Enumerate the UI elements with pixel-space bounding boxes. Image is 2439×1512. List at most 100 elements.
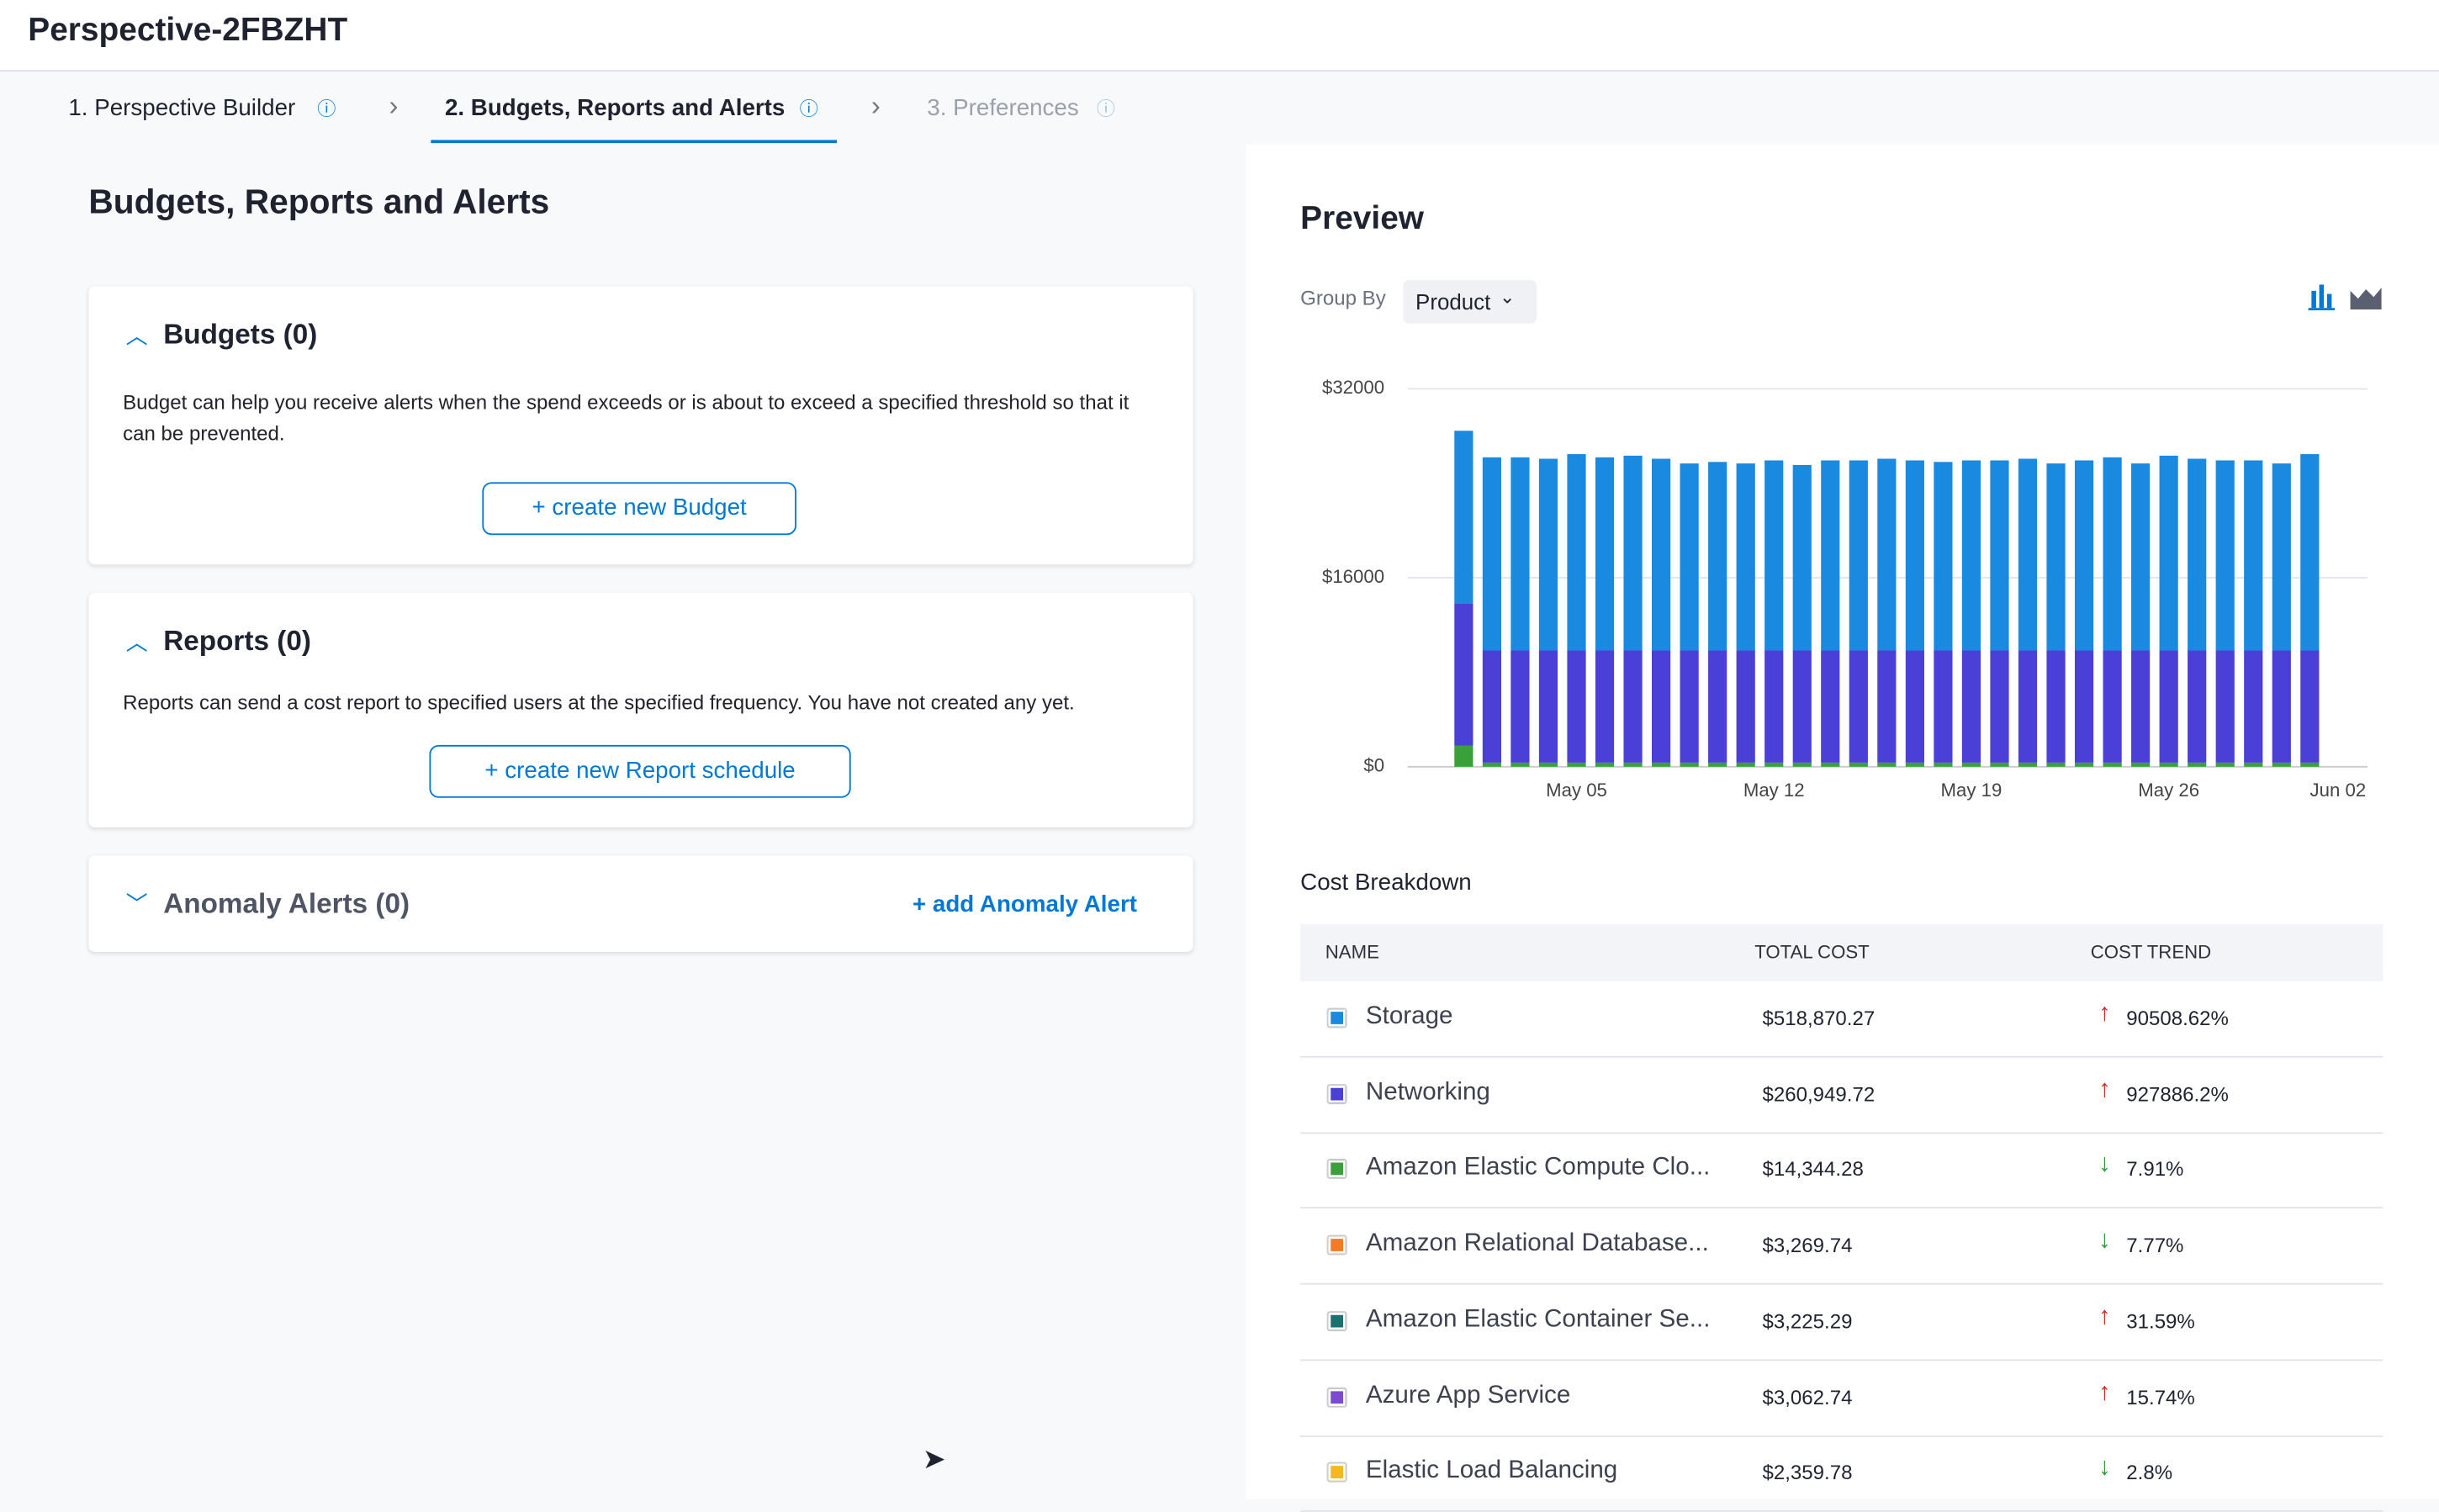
icon (2311, 291, 2316, 308)
bar-segment (2075, 460, 2093, 650)
row-name: Amazon Elastic Container Se... (1366, 1306, 1711, 1334)
row-name: Storage (1366, 1003, 1453, 1031)
color-swatch (1327, 1387, 1347, 1407)
x-tick-label: May 19 (1941, 780, 2003, 801)
step-tab[interactable]: 3. Preferences (927, 95, 1078, 121)
bar-segment (1934, 462, 1952, 650)
bar-segment (1539, 650, 1558, 762)
row-total: $3,269.74 (1762, 1234, 1852, 1257)
bar-segment (1877, 763, 1896, 767)
chevron: › (871, 90, 881, 123)
bar-segment (1821, 460, 1839, 650)
bar-segment (2103, 457, 2122, 651)
bar-segment (1680, 763, 1699, 767)
row-total: $2,359.78 (1762, 1461, 1852, 1484)
bar-segment (1877, 459, 1896, 651)
column-header: NAME (1325, 941, 1379, 963)
budgets-card: ︿ Budgets (0) Budget can help you receiv… (88, 286, 1193, 564)
cursor: ➤ (923, 1443, 946, 1476)
bar-segment (1652, 763, 1670, 767)
bar-segment (2131, 463, 2150, 650)
bar-segment (2216, 460, 2235, 650)
trend-arrow: ↓ (2098, 1227, 2111, 1255)
bar-segment (2244, 763, 2262, 767)
bar-segment (1454, 746, 1473, 767)
trend-arrow: ↑ (2098, 1303, 2111, 1331)
row-name: Amazon Elastic Compute Clo... (1366, 1155, 1711, 1182)
row-total: $518,870.27 (1762, 1007, 1875, 1030)
row-name: Amazon Relational Database... (1366, 1230, 1709, 1258)
bar-segment (1510, 650, 1529, 762)
bar-segment (1567, 454, 1585, 650)
color-swatch (1327, 1160, 1347, 1180)
bar-segment (2188, 650, 2206, 762)
bar-segment (2272, 763, 2291, 767)
bar-segment (2018, 459, 2037, 651)
create-budget-button[interactable]: + create new Budget (482, 482, 796, 535)
bar-segment (2300, 763, 2319, 767)
group-by-label: Group By (1300, 286, 1386, 309)
row-total: $3,062.74 (1762, 1385, 1852, 1409)
bar-segment (1962, 460, 1981, 650)
row-total: $260,949.72 (1762, 1082, 1875, 1106)
bar-segment (2103, 763, 2122, 767)
bar-segment (1652, 459, 1670, 651)
bar-segment (1623, 650, 1642, 762)
bar-segment (1849, 460, 1868, 650)
chart-type-toggle[interactable] (2305, 282, 2386, 313)
bar-segment (1623, 456, 1642, 651)
step-tab[interactable]: 2. Budgets, Reports and Alerts (445, 95, 785, 121)
bar-segment (1934, 763, 1952, 767)
bar-segment (2188, 459, 2206, 651)
bar-segment (1708, 763, 1727, 767)
card-text: Budget can help you receive alerts when … (123, 388, 1150, 450)
bar-segment (1821, 763, 1839, 767)
add-anomaly-link[interactable]: + add Anomaly Alert (913, 891, 1137, 917)
bar-segment (2300, 650, 2319, 762)
section-title: Budgets, Reports and Alerts (88, 182, 549, 222)
bar-segment (2160, 650, 2178, 762)
chevron: › (389, 90, 398, 123)
collapse-icon[interactable]: ︿ (126, 320, 148, 352)
step-tab[interactable]: 1. Perspective Builder (68, 95, 295, 121)
create-report-button[interactable]: + create new Report schedule (429, 745, 850, 798)
bar-segment (1990, 763, 2008, 767)
y-tick-label: $32000 (1322, 377, 1384, 398)
bar-segment (2131, 650, 2150, 762)
expand-icon[interactable]: ﹀ (126, 888, 148, 919)
bar-segment (2018, 763, 2037, 767)
row-trend: 31.59% (2126, 1309, 2195, 1333)
bar-segment (1764, 650, 1783, 762)
bar-segment (1595, 650, 1614, 762)
row-total: $3,225.29 (1762, 1309, 1852, 1333)
row-trend: 927886.2% (2126, 1082, 2229, 1106)
color-swatch (1327, 1311, 1347, 1331)
row-trend: 7.77% (2126, 1234, 2183, 1257)
bar-segment (2103, 650, 2122, 762)
header (0, 0, 2439, 71)
bar-segment (1877, 650, 1896, 762)
trend-arrow: ↑ (2098, 1076, 2111, 1103)
bar-segment (1793, 465, 1812, 651)
row-trend: 90508.62% (2126, 1007, 2229, 1030)
bar-segment (1934, 650, 1952, 762)
icon (2320, 284, 2325, 308)
row-trend: 15.74% (2126, 1385, 2195, 1409)
bar-segment (2244, 650, 2262, 762)
anomaly-card: ﹀ Anomaly Alerts (0) + add Anomaly Alert (88, 855, 1193, 952)
trend-arrow: ↑ (2098, 1379, 2111, 1407)
bar-segment (1454, 431, 1473, 604)
x-tick-label: Jun 02 (2310, 780, 2367, 801)
column-header: TOTAL COST (1754, 941, 1869, 963)
collapse-icon[interactable]: ︿ (126, 626, 148, 658)
info-icon: ⓘ (1097, 95, 1115, 121)
bar-segment (2216, 650, 2235, 762)
bar-segment (2131, 763, 2150, 767)
card-title: Budgets (0) (163, 319, 317, 352)
info-icon: ⓘ (317, 95, 336, 121)
column-header: COST TREND (2091, 941, 2211, 963)
preview-title: Preview (1300, 201, 1424, 238)
bar-segment (1849, 650, 1868, 762)
color-swatch (1327, 1235, 1347, 1256)
